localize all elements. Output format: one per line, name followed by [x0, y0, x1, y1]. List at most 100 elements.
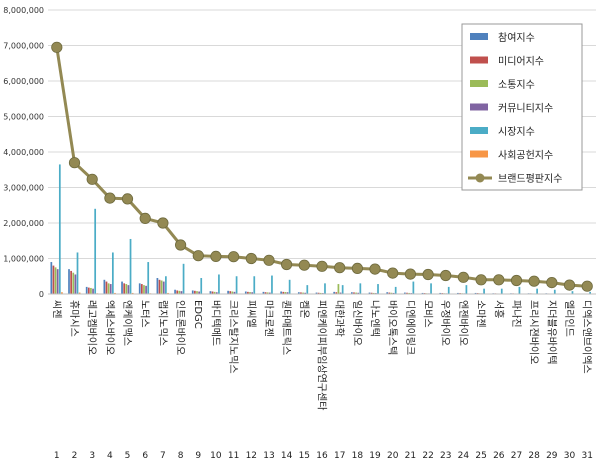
- bar: [162, 281, 165, 294]
- bar: [335, 292, 338, 294]
- category-label: 휴마시스: [68, 300, 80, 337]
- category-label: 크리스탈지노믹스: [227, 300, 240, 374]
- brand-line-series: [51, 41, 593, 292]
- legend-label: 커뮤니티지수: [498, 103, 553, 115]
- rank-label: 9: [195, 451, 201, 461]
- bar: [536, 288, 538, 294]
- rank-label: 4: [107, 451, 113, 461]
- bar: [194, 290, 196, 294]
- category-label: 인트론바이오: [174, 300, 186, 355]
- bar: [156, 278, 159, 294]
- bar: [589, 291, 591, 294]
- y-axis-tick-labels: 0 1,000,000 2,000,000 3,000,000 4,000,000 5,0…: [3, 6, 44, 299]
- line-point: [387, 267, 399, 279]
- y-tick-label: 0: [39, 290, 44, 299]
- y-tick-label: 6,000,000: [3, 77, 44, 86]
- bar: [125, 284, 128, 294]
- bar: [229, 291, 232, 294]
- bar: [178, 290, 181, 294]
- line-point: [563, 279, 576, 291]
- bar: [339, 292, 342, 294]
- bar: [390, 292, 393, 294]
- rank-label: 15: [299, 451, 310, 461]
- gridlines: [48, 9, 596, 295]
- bar: [244, 291, 247, 294]
- legend-label: 브랜드평판지수: [498, 173, 562, 185]
- bar: [158, 279, 161, 294]
- line-point: [457, 271, 469, 283]
- rank-label: 24: [458, 451, 470, 461]
- line-point: [121, 193, 134, 205]
- rank-label: 21: [405, 451, 416, 461]
- bar: [105, 281, 108, 294]
- bar: [211, 291, 214, 294]
- bar: [271, 275, 273, 294]
- bar: [147, 262, 150, 294]
- bar: [160, 280, 163, 294]
- rank-label: 7: [160, 451, 166, 461]
- line-point: [422, 268, 434, 281]
- bar: [176, 290, 179, 294]
- rank-label: 3: [89, 451, 95, 461]
- category-label: 바디텍메드: [209, 300, 221, 346]
- bar: [315, 292, 318, 294]
- bar: [337, 284, 340, 294]
- line-point: [51, 41, 63, 53]
- line-point: [369, 263, 381, 275]
- bar: [408, 292, 410, 294]
- bar: [131, 292, 134, 294]
- bar: [412, 281, 415, 294]
- category-label: 디엔에이링크: [404, 300, 416, 355]
- bar: [247, 291, 249, 294]
- legend-swatch: [470, 33, 488, 40]
- bar: [284, 292, 287, 294]
- rank-label: 20: [387, 451, 399, 461]
- bar: [180, 291, 183, 294]
- rank-label: 26: [493, 451, 505, 461]
- bar: [297, 292, 300, 294]
- rank-label: 8: [178, 451, 184, 461]
- bar: [357, 292, 360, 294]
- rank-label: 11: [228, 451, 239, 461]
- bar: [341, 285, 344, 295]
- bar: [74, 274, 77, 294]
- bar: [518, 286, 521, 294]
- bar: [56, 269, 59, 294]
- bar: [280, 291, 282, 294]
- rank-label: 12: [246, 451, 257, 461]
- category-label: 마크로젠: [263, 300, 275, 337]
- rank-label: 13: [263, 451, 274, 461]
- category-label: 씨젠: [50, 300, 62, 318]
- rank-label: 25: [475, 451, 486, 461]
- bar: [90, 287, 92, 294]
- rank-label: 16: [316, 451, 328, 461]
- bar: [368, 292, 371, 294]
- line-point: [139, 212, 151, 224]
- bar: [302, 292, 304, 294]
- bar: [288, 279, 291, 294]
- rank-labels: 1 2 3 4 5 6 7 8 9 10 11 12 13 14 15 16 17 18 19 20 21 22 23 24 2…: [54, 451, 593, 461]
- category-label: 디엑스앤브이엑스: [581, 300, 593, 374]
- bar: [421, 292, 424, 294]
- category-label: 파나진: [510, 300, 522, 328]
- bar: [465, 285, 468, 295]
- bar: [370, 292, 373, 294]
- legend-label: 사회공헌지수: [498, 150, 553, 162]
- legend-swatch: [470, 56, 488, 64]
- legend-label: 소통지수: [498, 79, 535, 91]
- bar: [406, 292, 408, 294]
- category-label: 랩지노믹스: [156, 300, 168, 346]
- category-label: 피씨엘: [245, 300, 258, 328]
- bar: [213, 291, 216, 294]
- rank-label: 27: [511, 451, 522, 461]
- rank-label: 17: [334, 451, 345, 461]
- bars: [50, 164, 594, 295]
- bar: [87, 287, 90, 294]
- line-point: [440, 269, 452, 282]
- bar: [500, 288, 503, 294]
- bar: [324, 283, 326, 294]
- line-point: [192, 250, 204, 262]
- y-tick-label: 8,000,000: [3, 6, 44, 15]
- bar: [359, 283, 362, 294]
- line-point: [528, 275, 540, 287]
